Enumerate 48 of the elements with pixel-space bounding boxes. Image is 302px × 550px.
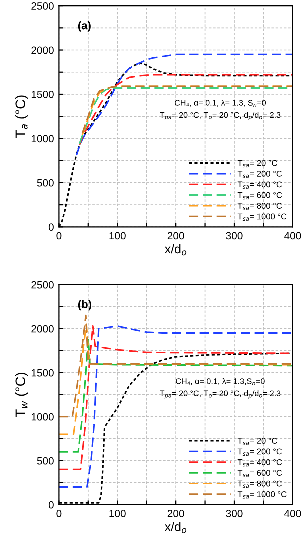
x-tick-label: 400 [284,232,302,240]
y-tick-label: 0 [48,224,54,232]
y-tick-label: 2500 [32,281,54,289]
legend-label: T$_{sa}$= 20 °C [238,438,278,446]
legend-label: T$_{sa}$= 600 °C [238,192,282,200]
legend-label: T$_{sa}$= 600 °C [238,470,282,478]
annotation: CH₄, α= 0.1, λ= 1.3,S$_{n}$=0 [176,378,265,386]
x-tick-label: 300 [226,232,243,240]
annotation: CH₄, α= 0.1, λ= 1.3, S$_{n}$=0 [175,100,266,108]
x-tick-label: 300 [226,510,243,518]
legend-label: T$_{sa}$= 400 °C [238,459,282,467]
y-tick-label: 2000 [32,46,54,54]
annotation: (b) [78,300,92,311]
legend-label: T$_{sa}$= 800 °C [238,203,282,210]
line-series [59,314,293,418]
y-tick-label: 1500 [32,90,54,98]
legend-label: T$_{sa}$= 20 °C [238,160,278,168]
x-tick-label: 100 [110,510,126,518]
x-tick-label: 200 [168,232,184,240]
annotation: (a) [78,22,91,32]
y-tick-label: 0 [48,501,54,509]
text: T$_{pa}$= 20 °C, T$_{o}$= 20 °C, d$_{p}$/d$_{o}$= 2.3 [160,112,281,121]
line-series [76,54,293,156]
x-axis-title: x/d$_{o}$ [164,522,187,534]
y-tick-label: 1000 [32,135,54,143]
text: T$_{pa}$= 20 °C, T$_{o}$= 20 °C, d$_{p}$/d$_{o}$= 2.3 [160,390,281,399]
legend-label: T$_{sa}$= 200 °C [238,448,282,456]
y-axis-title: T$_{w}$ (°C) [15,372,28,418]
x-tick-label: 400 [284,510,302,518]
legend-label: T$_{sa}$= 800 °C [238,480,282,488]
legend-label: T$_{sa}$= 1000 °C [238,492,287,499]
line-series [78,74,293,146]
y-tick-label: 1500 [32,369,54,377]
legend-label: T$_{sa}$= 200 °C [238,171,282,178]
y-tick-label: 2500 [32,2,54,10]
x-tick-label: 200 [168,510,184,518]
legend-label: T$_{sa}$= 1000 °C [238,214,287,222]
y-tick-label: 2000 [32,325,54,333]
x-axis-title: x/d$_{o}$ [164,244,187,256]
x-tick-label: 0 [56,510,62,518]
y-axis-title: T$_{a}$ (°C) [15,96,28,138]
y-tick-label: 1000 [32,413,54,421]
legend-label: T$_{sa}$= 400 °C [238,182,282,189]
x-tick-label: 100 [110,232,126,240]
y-tick-label: 500 [37,179,54,187]
line-series [78,88,293,145]
x-tick-label: 0 [56,232,62,240]
y-tick-label: 500 [37,457,54,465]
